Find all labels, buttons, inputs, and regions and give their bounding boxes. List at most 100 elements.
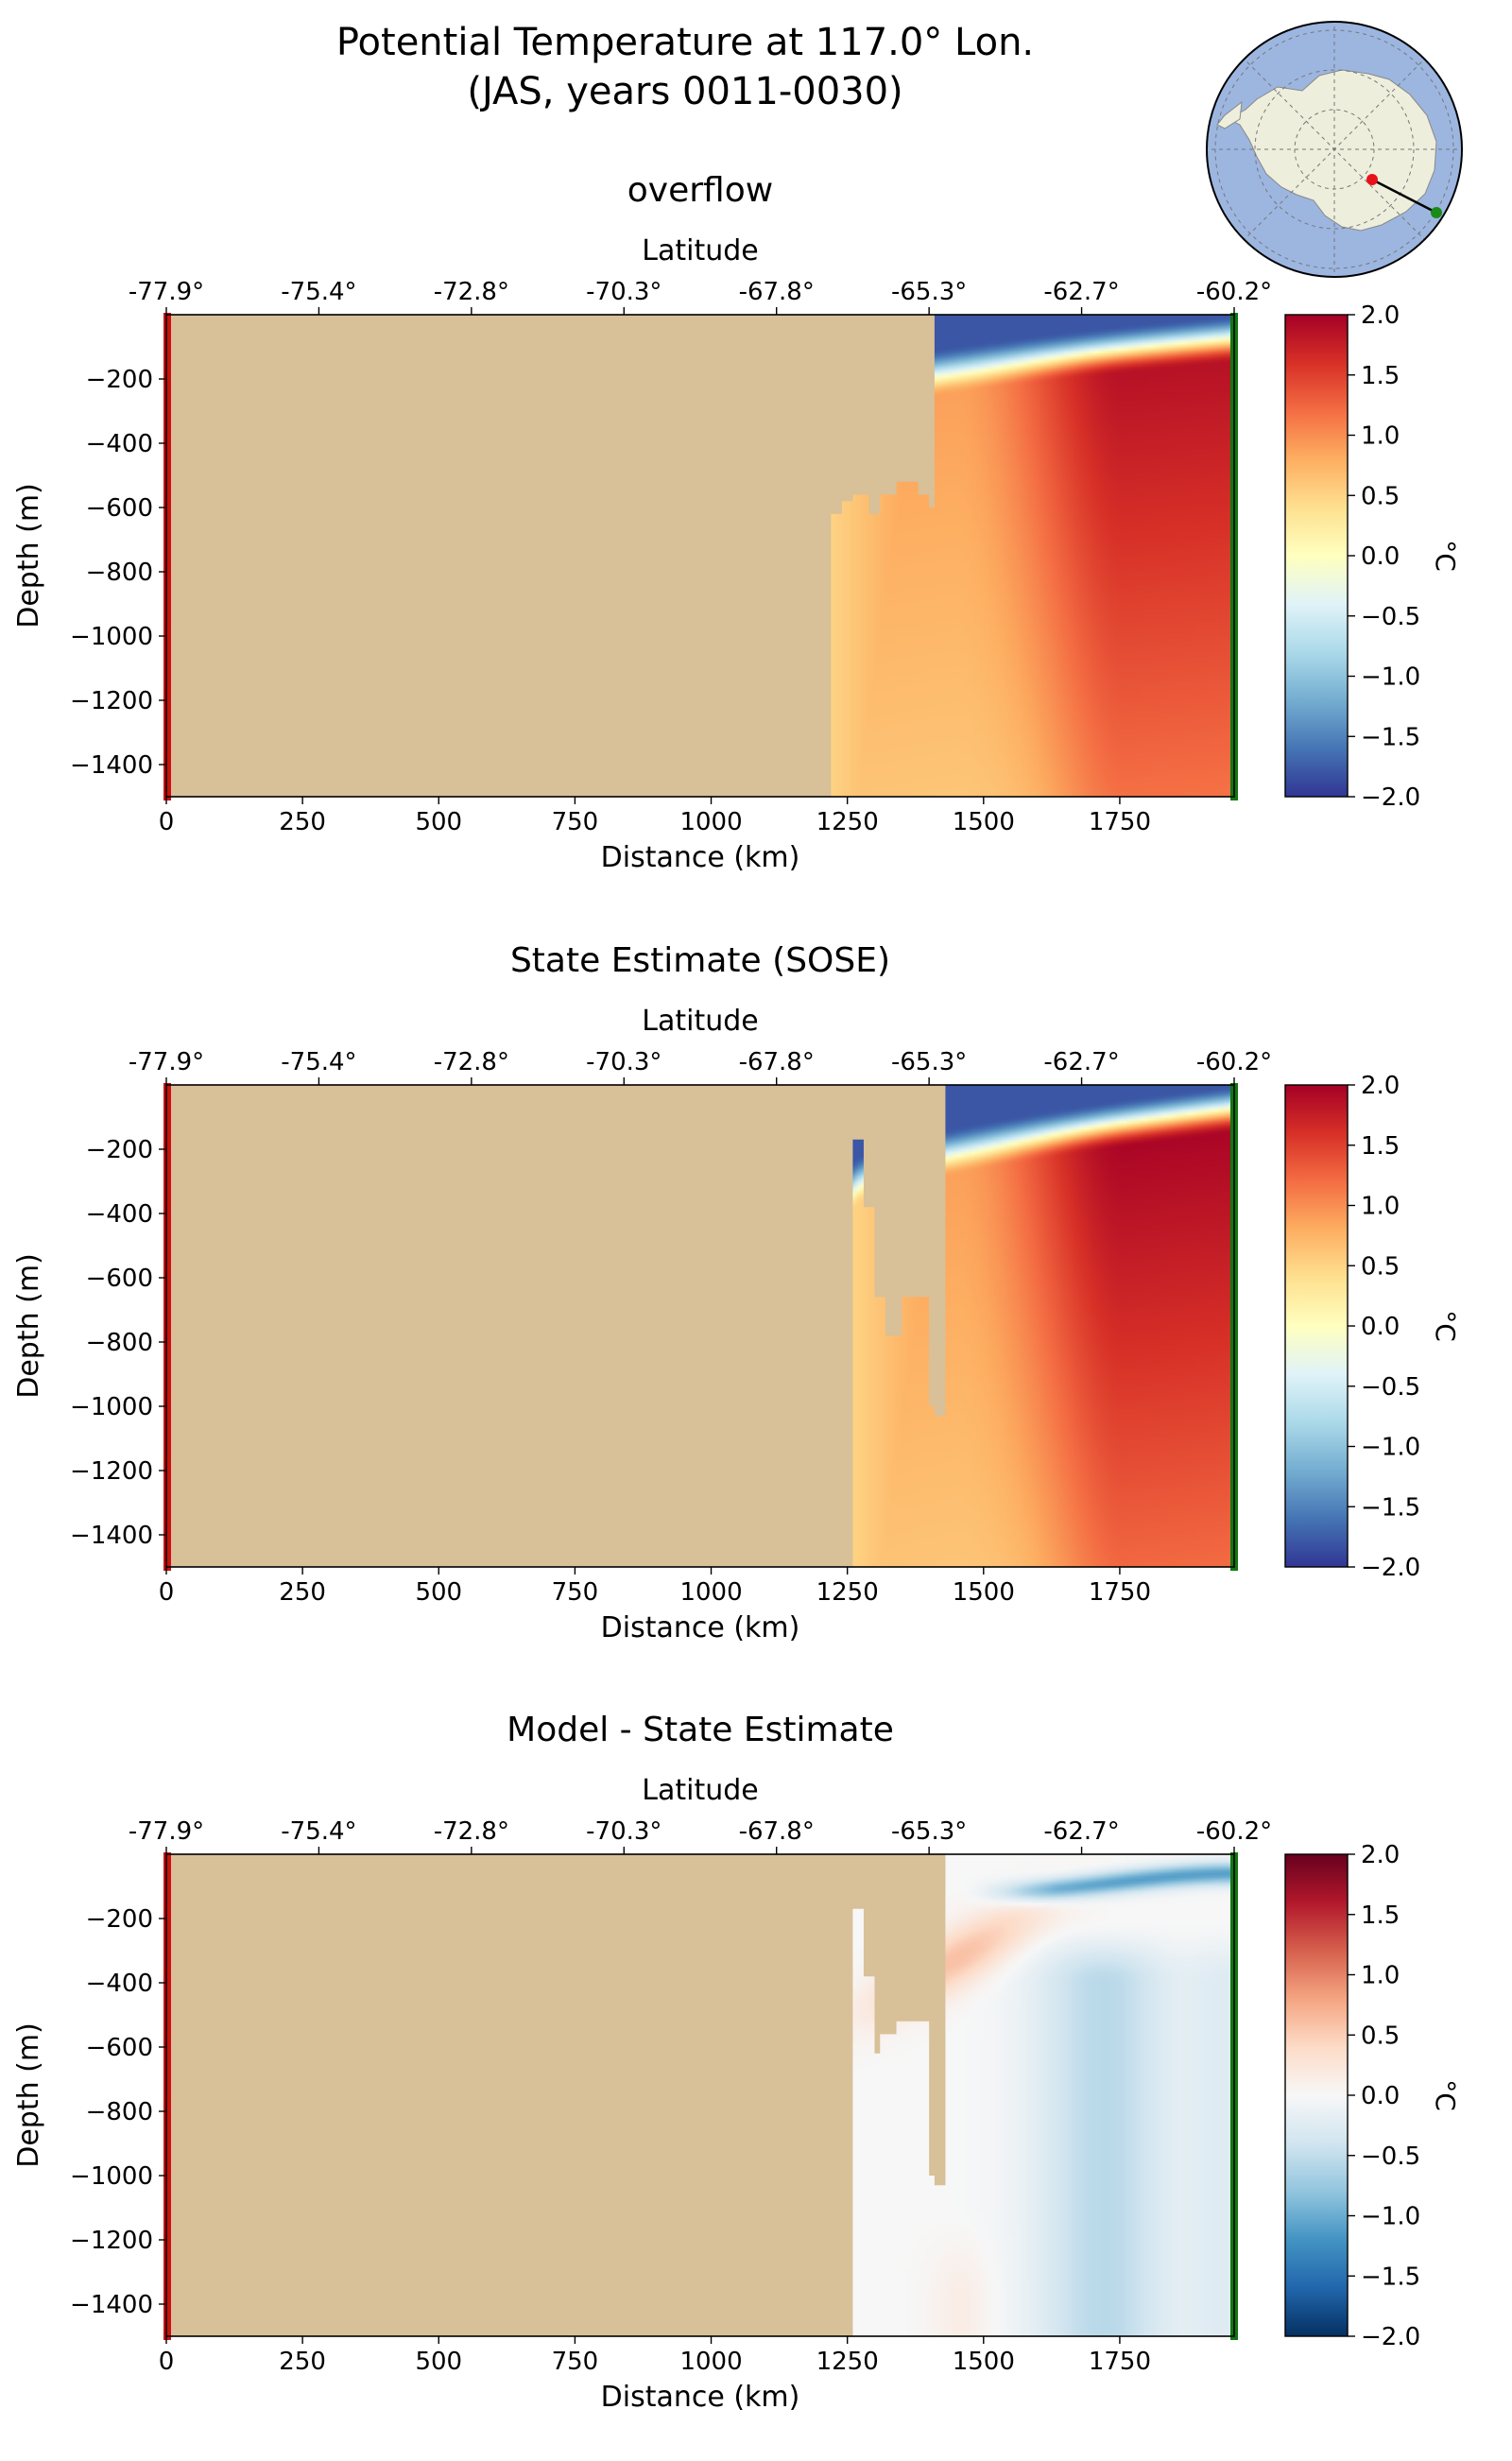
colorbar-tick-label: −0.5 [1361, 603, 1420, 631]
panel-3: Model - State Estimate 0 250 500 750 1000 1250… [12, 1711, 1461, 2414]
section-start-marker [1366, 174, 1378, 185]
colorbar-tick-label: 2.0 [1361, 1072, 1400, 1100]
colorbar-tick-label: 0.5 [1361, 2022, 1400, 2050]
lat-tick-label: -77.9° [129, 1817, 204, 1846]
plot-frame [165, 314, 1235, 798]
y-tick-label: −1400 [70, 751, 153, 780]
lat-tick-label: -72.8° [434, 278, 509, 306]
plot-frame [165, 1084, 1235, 1568]
x-tick-label: 1250 [816, 808, 879, 836]
lat-tick-label: -72.8° [434, 1817, 509, 1846]
section-start-edge [163, 1083, 171, 1571]
y-axis-label: Depth (m) [12, 1253, 45, 1399]
colorbar-tick-label: 1.5 [1361, 1132, 1400, 1161]
lat-tick-label: -60.2° [1196, 1048, 1272, 1076]
figure-title-line2: (JAS, years 0011-0030) [467, 70, 902, 113]
lat-tick-label: -75.4° [281, 1048, 356, 1076]
x-axis-label: Distance (km) [601, 2381, 800, 2414]
x-tick-label: 1750 [1089, 1578, 1151, 1607]
panel-1: overflow 0 250 500 750 1000 1250 1500 1750 Distan… [12, 171, 1461, 874]
colorbar-tick-label: 0.0 [1361, 1313, 1400, 1341]
colorbar-tick-label: −1.0 [1361, 663, 1420, 692]
top-axis-label: Latitude [642, 1005, 758, 1038]
bathymetry-mask [166, 315, 935, 797]
x-tick-label: 1750 [1089, 2348, 1151, 2376]
section-line [1371, 178, 1437, 215]
y-tick-label: −1400 [70, 2291, 153, 2319]
colorbar-label: °C [1430, 540, 1461, 572]
lat-tick-label: -70.3° [586, 278, 662, 306]
x-tick-label: 1000 [679, 1578, 742, 1607]
y-tick-label: −800 [86, 2098, 153, 2126]
lat-tick-label: -75.4° [281, 278, 356, 306]
colorbar [1284, 314, 1349, 798]
colorbar-tick-label: 0.0 [1361, 2082, 1400, 2110]
colorbar-tick-label: 1.5 [1361, 362, 1400, 390]
x-tick-label: 0 [159, 808, 175, 836]
colorbar-tick-label: 1.5 [1361, 1902, 1400, 1930]
antarctica-landmass [1227, 69, 1437, 232]
lat-tick-label: -62.7° [1043, 1817, 1119, 1846]
panel-title: Model - State Estimate [507, 1711, 894, 1749]
section-end-marker [1431, 207, 1442, 218]
x-tick-label: 1500 [953, 1578, 1015, 1607]
x-tick-label: 500 [415, 2348, 462, 2376]
plot-frame [165, 1853, 1235, 2337]
x-tick-label: 750 [552, 2348, 599, 2376]
x-tick-label: 0 [159, 2348, 175, 2376]
colorbar [1284, 1853, 1349, 2337]
colorbar-tick-label: −0.5 [1361, 2143, 1420, 2171]
colorbar-tick-label: 1.0 [1361, 422, 1400, 451]
colorbar-tick-label: −1.5 [1361, 1493, 1420, 1522]
colorbar-tick-label: −1.5 [1361, 2263, 1420, 2291]
lat-tick-label: -67.8° [739, 278, 815, 306]
colorbar-tick-label: −1.0 [1361, 1434, 1420, 1462]
lat-tick-label: -65.3° [891, 1048, 967, 1076]
y-tick-label: −1000 [70, 2162, 153, 2191]
bathymetry-mask [166, 1854, 946, 2336]
lat-tick-label: -67.8° [739, 1048, 815, 1076]
x-tick-label: 500 [415, 1578, 462, 1607]
x-tick-label: 250 [279, 1578, 326, 1607]
section-start-edge [163, 313, 171, 800]
y-tick-label: −600 [86, 494, 153, 523]
lat-tick-label: -60.2° [1196, 278, 1272, 306]
panel-title: overflow [627, 171, 773, 210]
y-tick-label: −400 [86, 1970, 153, 1998]
lat-tick-label: -70.3° [586, 1817, 662, 1846]
x-tick-label: 1000 [679, 2348, 742, 2376]
colorbar [1284, 1084, 1349, 1568]
lat-tick-label: -77.9° [129, 1048, 204, 1076]
top-axis-label: Latitude [642, 234, 758, 267]
lat-tick-label: -65.3° [891, 278, 967, 306]
colorbar-tick-label: 0.5 [1361, 482, 1400, 510]
colorbar-tick-label: −2.0 [1361, 1554, 1420, 1582]
y-tick-label: −1000 [70, 1393, 153, 1421]
lat-tick-label: -75.4° [281, 1817, 356, 1846]
colorbar-tick-label: −2.0 [1361, 783, 1420, 812]
lat-tick-label: -62.7° [1043, 1048, 1119, 1076]
lat-tick-label: -77.9° [129, 278, 204, 306]
y-tick-label: −800 [86, 1329, 153, 1357]
lat-tick-label: -72.8° [434, 1048, 509, 1076]
x-tick-label: 1500 [953, 2348, 1015, 2376]
lat-tick-label: -62.7° [1043, 278, 1119, 306]
y-tick-label: −1400 [70, 1522, 153, 1550]
colorbar-tick-label: 1.0 [1361, 1962, 1400, 1990]
y-tick-label: −1200 [70, 1457, 153, 1486]
x-tick-label: 0 [159, 1578, 175, 1607]
x-tick-label: 1250 [816, 2348, 879, 2376]
colorbar-tick-label: −1.0 [1361, 2203, 1420, 2231]
colorbar-tick-label: 2.0 [1361, 301, 1400, 330]
bathymetry-mask [166, 1085, 946, 1567]
x-tick-label: 750 [552, 1578, 599, 1607]
x-tick-label: 750 [552, 808, 599, 836]
x-tick-label: 1000 [679, 808, 742, 836]
y-tick-label: −1200 [70, 2227, 153, 2255]
y-tick-label: −1000 [70, 623, 153, 651]
y-tick-label: −600 [86, 2034, 153, 2062]
y-tick-label: −600 [86, 1265, 153, 1293]
x-axis-label: Distance (km) [601, 1611, 800, 1644]
y-tick-label: −800 [86, 559, 153, 587]
